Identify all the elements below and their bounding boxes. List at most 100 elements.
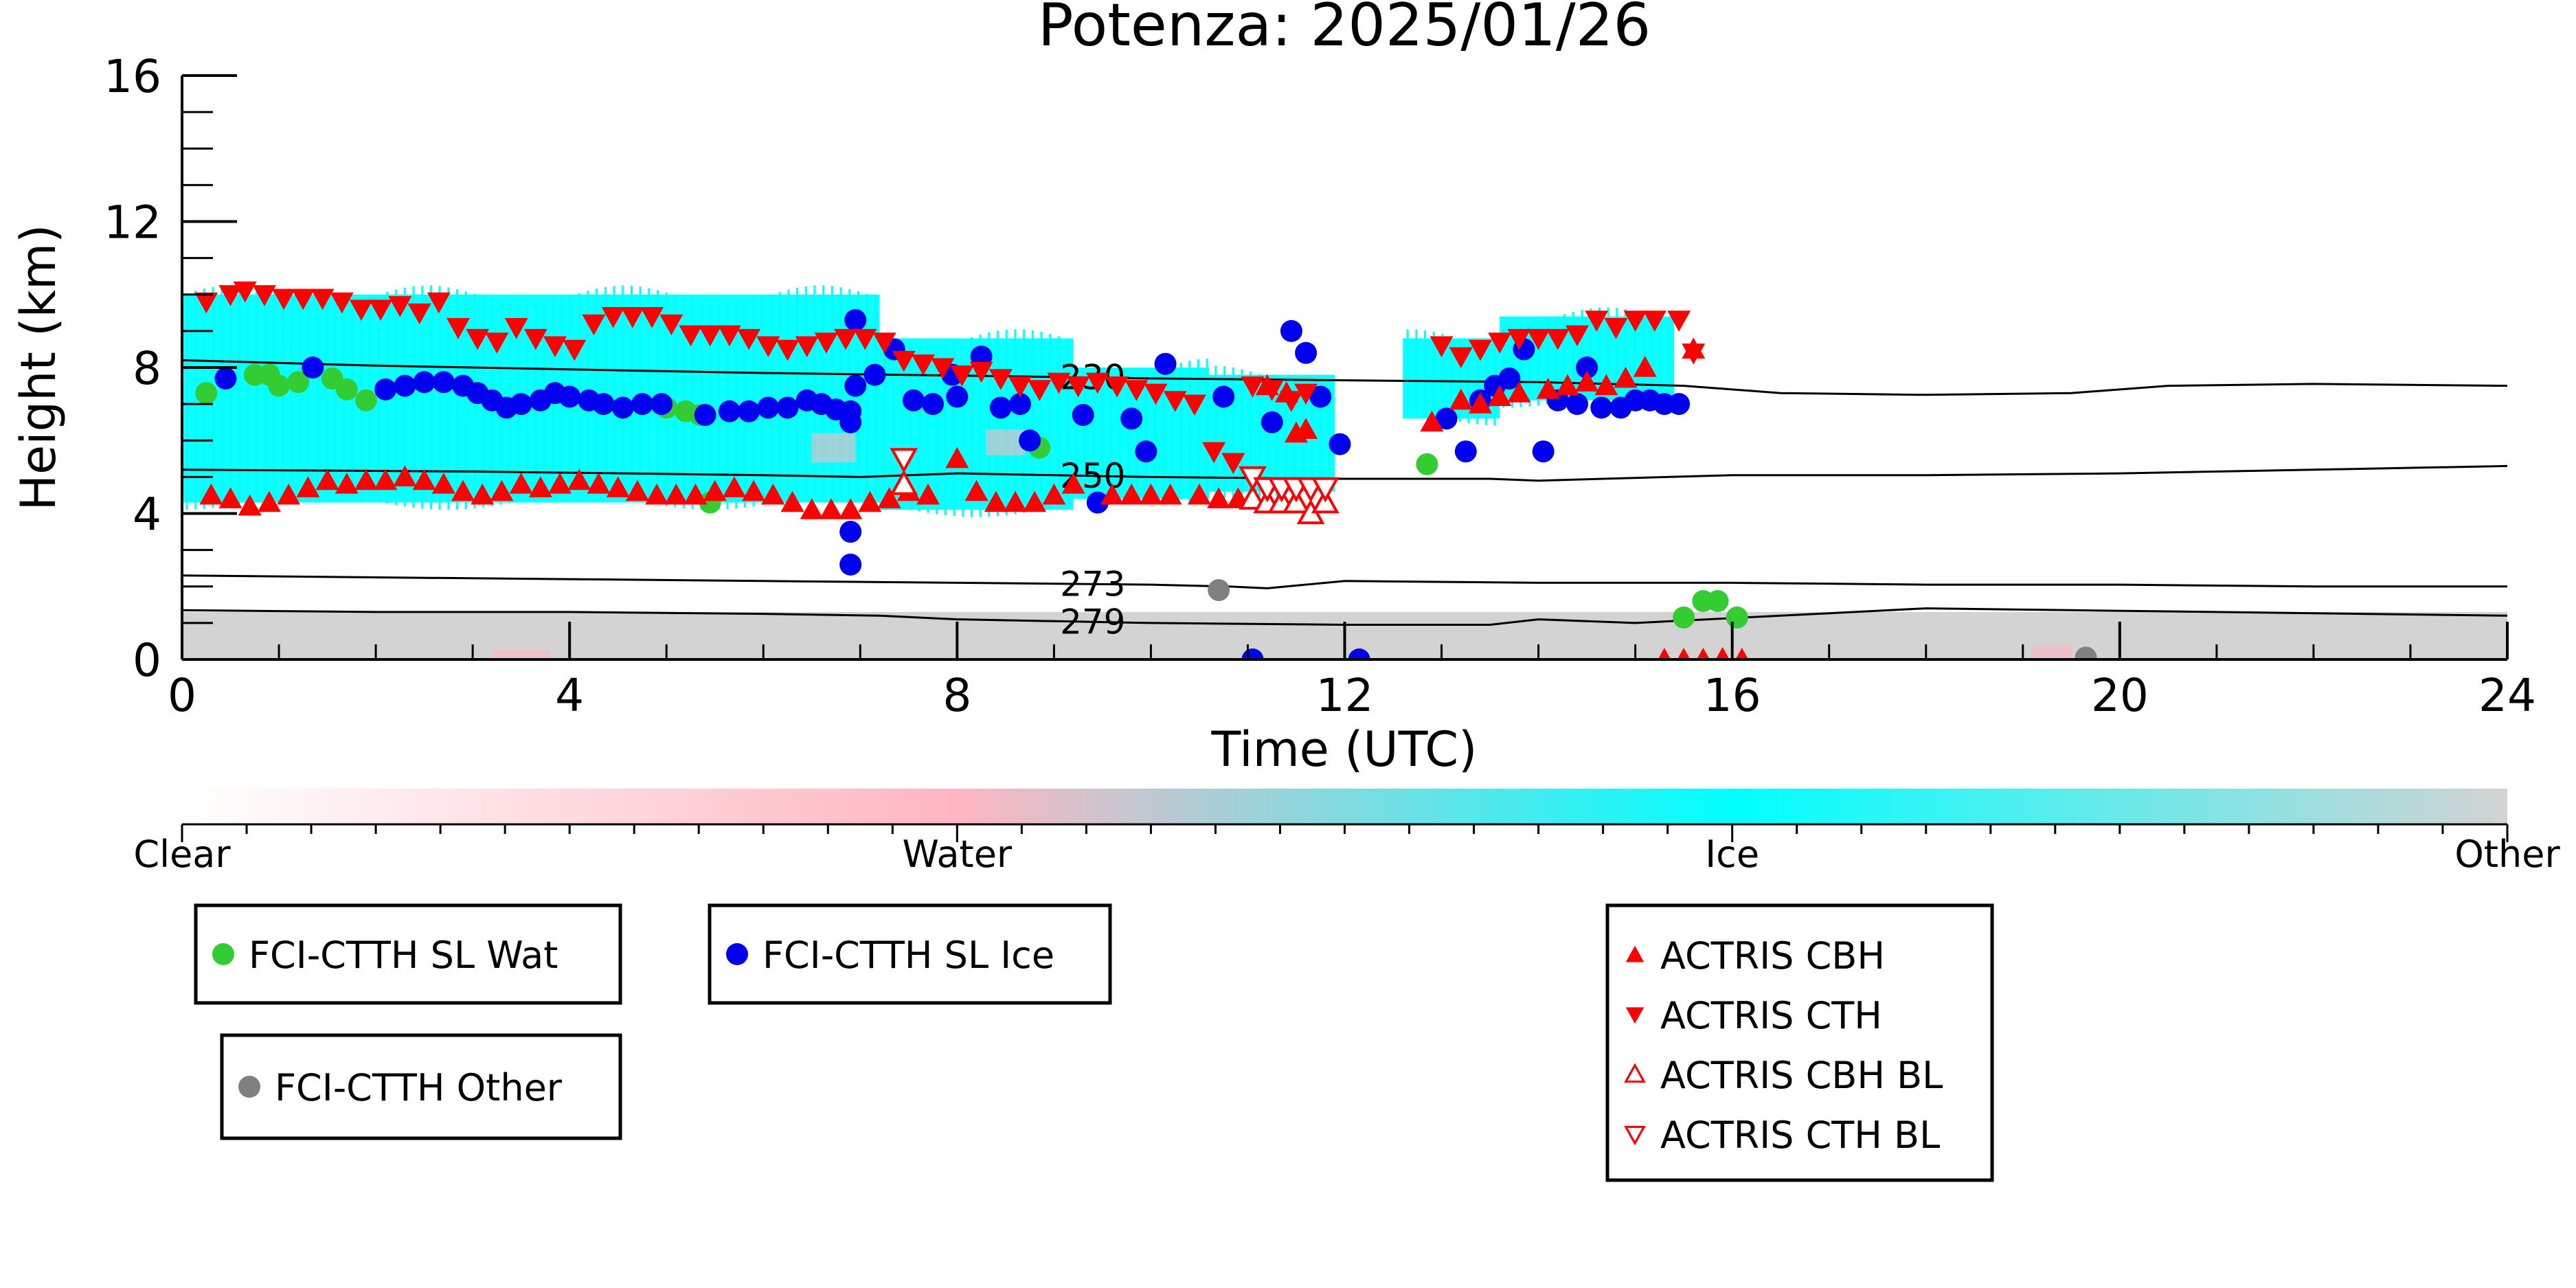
actris-cth-point: [466, 328, 490, 350]
actris-cbh-point: [1488, 385, 1512, 407]
actris-cbh-point: [431, 473, 455, 494]
fci-ctth-sl-ice-point: [946, 385, 969, 408]
actris-cbh-point: [761, 483, 785, 505]
actris-cbh-point: [780, 490, 804, 512]
actris-cth-point: [1585, 310, 1609, 332]
actris-cth-point: [659, 314, 683, 336]
actris-cbh-point: [1294, 418, 1318, 439]
actris-cth-point: [330, 292, 354, 314]
actris-cbh-point: [1715, 646, 1730, 659]
actris-cbh-point: [471, 483, 495, 505]
actris-cbh-point: [1536, 377, 1560, 399]
fci-ctth-sl-ice-point: [922, 393, 945, 416]
actris-cbh-point: [945, 447, 969, 468]
y-tick-label: 16: [104, 50, 161, 103]
actris-cth-point: [814, 332, 838, 354]
fci-ctth-sl-ice-point: [1498, 367, 1521, 389]
fci-ctth-sl-ice-point: [214, 367, 237, 389]
actris-cth-point: [1202, 442, 1226, 464]
y-axis-label: Height (km): [10, 225, 67, 511]
actris-cth-point: [218, 285, 242, 306]
actris-cbh-point: [1120, 483, 1144, 505]
actris-cth-point: [1667, 310, 1691, 332]
fci-ctth-sl-ice-point: [738, 400, 760, 422]
actris-cth-point: [194, 292, 218, 314]
actris-cth-point: [349, 300, 373, 321]
actris-cth-point: [1066, 376, 1090, 398]
actris-cth-point: [1241, 376, 1265, 398]
fci-ctth-sl-ice-point: [1532, 440, 1555, 463]
contour-line: [182, 574, 2507, 589]
actris-cth-point: [776, 339, 800, 361]
class-fill-water: [811, 433, 856, 463]
legend-box: FCI-CTTH Other: [220, 1033, 622, 1140]
actris-cbh-point: [393, 465, 417, 486]
fci-ctth-sl-ice-point: [989, 396, 1012, 419]
contour-line: [182, 359, 2507, 396]
fci-ctth-sl-ice-point: [757, 396, 780, 419]
fci-ctth-sl-ice-point: [844, 308, 867, 331]
y-tick-label: 8: [133, 342, 161, 395]
contour-label: 273: [1060, 564, 1125, 604]
legend-box: ACTRIS CBH ACTRIS CTH ACTRIS CBH BL ACTRIS …: [1605, 903, 1994, 1182]
actris-cth-point: [543, 336, 567, 358]
x-tick-label: 12: [1316, 669, 1374, 722]
fci-ctth-sl-wat-point: [1726, 606, 1748, 629]
actris-cth-point: [1085, 372, 1109, 394]
actris-cbh-point: [722, 476, 746, 497]
fci-ctth-sl-ice-point: [510, 393, 532, 416]
actris-cbh-point: [703, 479, 727, 501]
legend-marker: [1624, 1063, 1646, 1083]
actris-cth-point: [620, 307, 644, 328]
actris-cth-point: [1182, 394, 1206, 416]
fci-ctth-sl-ice-point: [776, 396, 799, 419]
fci-ctth-sl-ice-point: [651, 393, 673, 416]
fci-ctth-sl-ice-point: [432, 371, 455, 394]
fci-ctth-other-point: [1208, 579, 1230, 602]
legend-marker: [1625, 945, 1645, 962]
actris-cth-point: [892, 350, 916, 372]
legend-marker: [1625, 1007, 1645, 1024]
actris-cbh-point: [1158, 483, 1182, 505]
actris-cbh-point: [683, 483, 708, 505]
fci-ctth-sl-ice-point: [1329, 433, 1351, 455]
actris-cth-point: [679, 325, 703, 347]
actris-cbh-point: [1677, 648, 1691, 659]
colorbar-label: Ice: [1705, 833, 1759, 876]
actris-cth-point: [853, 328, 877, 350]
actris-cth-point: [717, 325, 741, 347]
actris-cbh-point: [742, 479, 766, 501]
actris-cth-point: [1221, 453, 1245, 475]
actris-cbh-point: [1061, 473, 1085, 494]
fci-ctth-sl-wat-point: [287, 371, 310, 394]
actris-cth-point: [1144, 383, 1168, 405]
actris-cbh-point: [800, 498, 824, 519]
actris-cbh-point: [490, 479, 514, 501]
fci-ctth-sl-ice-point: [1019, 429, 1041, 452]
fci-ctth-sl-ice-point: [694, 404, 716, 427]
fci-ctth-sl-ice-point: [1154, 352, 1177, 375]
class-fill-water: [2032, 644, 2072, 659]
actris-cbh-point: [1614, 366, 1638, 388]
fci-ctth-other-point: [2075, 646, 2097, 659]
actris-cbh-point: [1100, 483, 1124, 505]
actris-cth-point: [1526, 328, 1550, 350]
fci-ctth-sl-wat-point: [354, 389, 377, 411]
actris-cbh-point: [335, 473, 359, 494]
legend-box: FCI-CTTH SL Wat: [194, 903, 622, 1005]
actris-cbh-point: [1023, 490, 1047, 512]
fci-ctth-sl-ice-point: [1454, 440, 1477, 463]
fci-ctth-sl-wat-point: [195, 382, 218, 405]
fci-ctth-sl-ice-point: [1120, 407, 1143, 430]
fci-ctth-sl-ice-point: [1590, 396, 1613, 419]
actris-cbh-point: [548, 473, 572, 494]
fci-ctth-sl-wat-point: [268, 374, 291, 397]
actris-cbh-point: [1658, 648, 1671, 659]
actris-cbh-point: [645, 483, 669, 505]
actris-cbh-point: [567, 468, 591, 490]
actris-cbh-point: [1575, 370, 1599, 392]
actris-cth-point: [1507, 328, 1531, 350]
actris-cbh-point: [587, 473, 611, 494]
actris-cbh-point: [858, 490, 882, 512]
